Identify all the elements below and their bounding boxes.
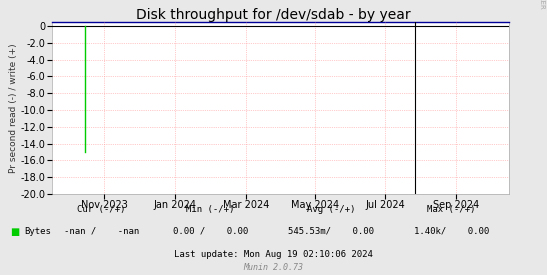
Text: Disk throughput for /dev/sdab - by year: Disk throughput for /dev/sdab - by year xyxy=(136,8,411,22)
Text: Cur (-/+): Cur (-/+) xyxy=(77,205,125,214)
Text: Last update: Mon Aug 19 02:10:06 2024: Last update: Mon Aug 19 02:10:06 2024 xyxy=(174,250,373,259)
Text: Munin 2.0.73: Munin 2.0.73 xyxy=(243,263,304,272)
Text: ■: ■ xyxy=(10,227,19,237)
Text: Max (-/+): Max (-/+) xyxy=(427,205,475,214)
Text: Bytes: Bytes xyxy=(25,227,51,236)
Y-axis label: Pr second read (-) / write (+): Pr second read (-) / write (+) xyxy=(9,43,18,173)
Text: Min (-/+): Min (-/+) xyxy=(187,205,235,214)
Text: -nan /    -nan: -nan / -nan xyxy=(63,227,139,236)
Text: 0.00 /    0.00: 0.00 / 0.00 xyxy=(173,227,248,236)
Text: 545.53m/    0.00: 545.53m/ 0.00 xyxy=(288,227,374,236)
Text: 1.40k/    0.00: 1.40k/ 0.00 xyxy=(414,227,489,236)
Text: Avg (-/+): Avg (-/+) xyxy=(307,205,355,214)
Text: RRDTOOL / TOBI OETIKER: RRDTOOL / TOBI OETIKER xyxy=(539,0,545,8)
